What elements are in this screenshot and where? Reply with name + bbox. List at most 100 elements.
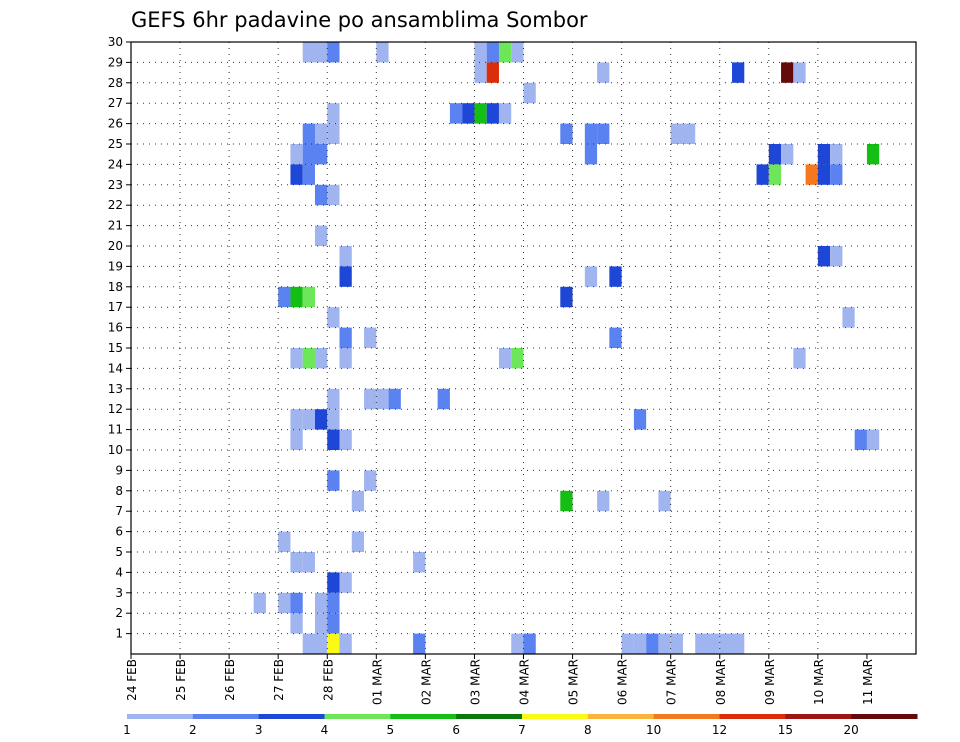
heatmap-cell [290,286,303,308]
heatmap-cell [290,613,303,634]
legend-color-swatch [456,714,523,719]
x-tick-label: 11 MAR [861,659,875,705]
heatmap-cell [351,531,365,552]
heatmap-cell [302,42,315,63]
heatmap-cell [658,633,671,654]
heatmap-cell [707,633,720,654]
heatmap-cell [781,144,794,165]
heatmap-cell [511,42,524,63]
y-tick-label: 9 [115,463,123,477]
heatmap-cell [413,633,426,654]
legend-label: 2 [189,723,197,737]
heatmap-cell [498,348,512,369]
heatmap-cell [290,592,303,614]
heatmap-cell [621,633,634,654]
heatmap-cell [805,164,818,185]
legend-label: 12 [712,723,727,737]
x-tick-label: 02 MAR [419,659,433,705]
legend-label: 7 [518,723,526,737]
heatmap-cell [327,123,340,144]
heatmap-cell [290,348,303,369]
x-tick-label: 01 MAR [370,659,384,705]
heatmap-cell [523,82,536,104]
heatmap-cell [670,633,683,654]
heatmap-cell [474,42,487,63]
legend-color-swatch [258,714,325,719]
heatmap-cell [584,123,598,144]
heatmap-cell [462,103,475,124]
heatmap-cell [327,388,340,410]
y-tick-label: 16 [108,321,123,335]
heatmap-cell [302,286,315,308]
heatmap-cell [314,348,328,369]
heatmap-cell [376,42,389,63]
heatmap-cell [327,470,340,491]
y-tick-label: 13 [108,382,123,396]
y-tick-label: 26 [108,117,123,131]
heatmap-cell [314,409,328,430]
heatmap-cell [584,266,598,287]
heatmap-cell [633,409,647,430]
heatmap-cell [486,103,499,124]
heatmap-cell [302,144,315,165]
legend-color-swatch [324,714,391,719]
heatmap-cell [339,429,352,450]
x-axis-ticks: 24 FEB 25 FEB 26 FEB 27 FEB 28 FEB 01 MAR 02 M… [125,654,875,705]
heatmap-cell [364,470,377,491]
heatmap-cell [609,266,622,287]
legend-color-swatch [851,714,918,719]
heatmap-cell [609,327,622,348]
heatmap-cell [290,429,303,450]
y-tick-label: 7 [115,504,123,518]
y-tick-label: 29 [108,55,123,69]
legend-color-swatch [719,714,786,719]
x-tick-label: 26 FEB [223,659,237,701]
legend-color-swatch [785,714,852,719]
heatmap-cell [511,633,524,654]
legend-label: 4 [321,723,329,737]
heatmap-cell [327,307,340,328]
heatmap-cell [866,144,880,165]
x-tick-label: 25 FEB [174,659,188,701]
heatmap-cell [756,164,769,185]
legend-label: 6 [452,723,460,737]
heatmap-cell [584,144,598,165]
heatmap-cell [486,42,499,63]
heatmap-cell [314,42,328,63]
heatmap-cell [278,592,291,614]
y-tick-label: 3 [115,586,123,600]
heatmap-cell [523,633,536,654]
heatmap-cell [866,429,880,450]
y-tick-label: 20 [108,239,123,253]
heatmap-cell [768,144,782,165]
heatmap-cell [781,62,794,83]
heatmap-cell [498,103,512,124]
y-tick-label: 10 [108,443,123,457]
legend-label: 5 [387,723,395,737]
x-tick-label: 07 MAR [665,659,679,705]
heatmap-cell [339,246,352,267]
heatmap-cell [830,144,843,165]
legend-label: 8 [584,723,592,737]
y-tick-label: 21 [108,219,123,233]
y-tick-label: 5 [115,545,123,559]
heatmap-cell [339,327,352,348]
heatmap-cell [327,592,340,614]
heatmap-cell [474,62,487,83]
heatmap-cell [327,633,340,654]
legend-color-swatch [192,714,260,719]
y-tick-label: 30 [108,35,123,49]
heatmap-cell [498,42,512,63]
heatmap-cell [339,633,352,654]
y-tick-label: 6 [115,525,123,539]
heatmap-cell [302,123,315,144]
y-tick-label: 24 [108,157,123,171]
y-tick-label: 25 [108,137,123,151]
plot-frame [130,41,917,655]
heatmap-cell [817,246,831,267]
y-tick-label: 18 [108,280,123,294]
heatmap-cell [302,552,315,573]
heatmap-cell [682,123,696,144]
heatmap-cell [278,286,291,308]
